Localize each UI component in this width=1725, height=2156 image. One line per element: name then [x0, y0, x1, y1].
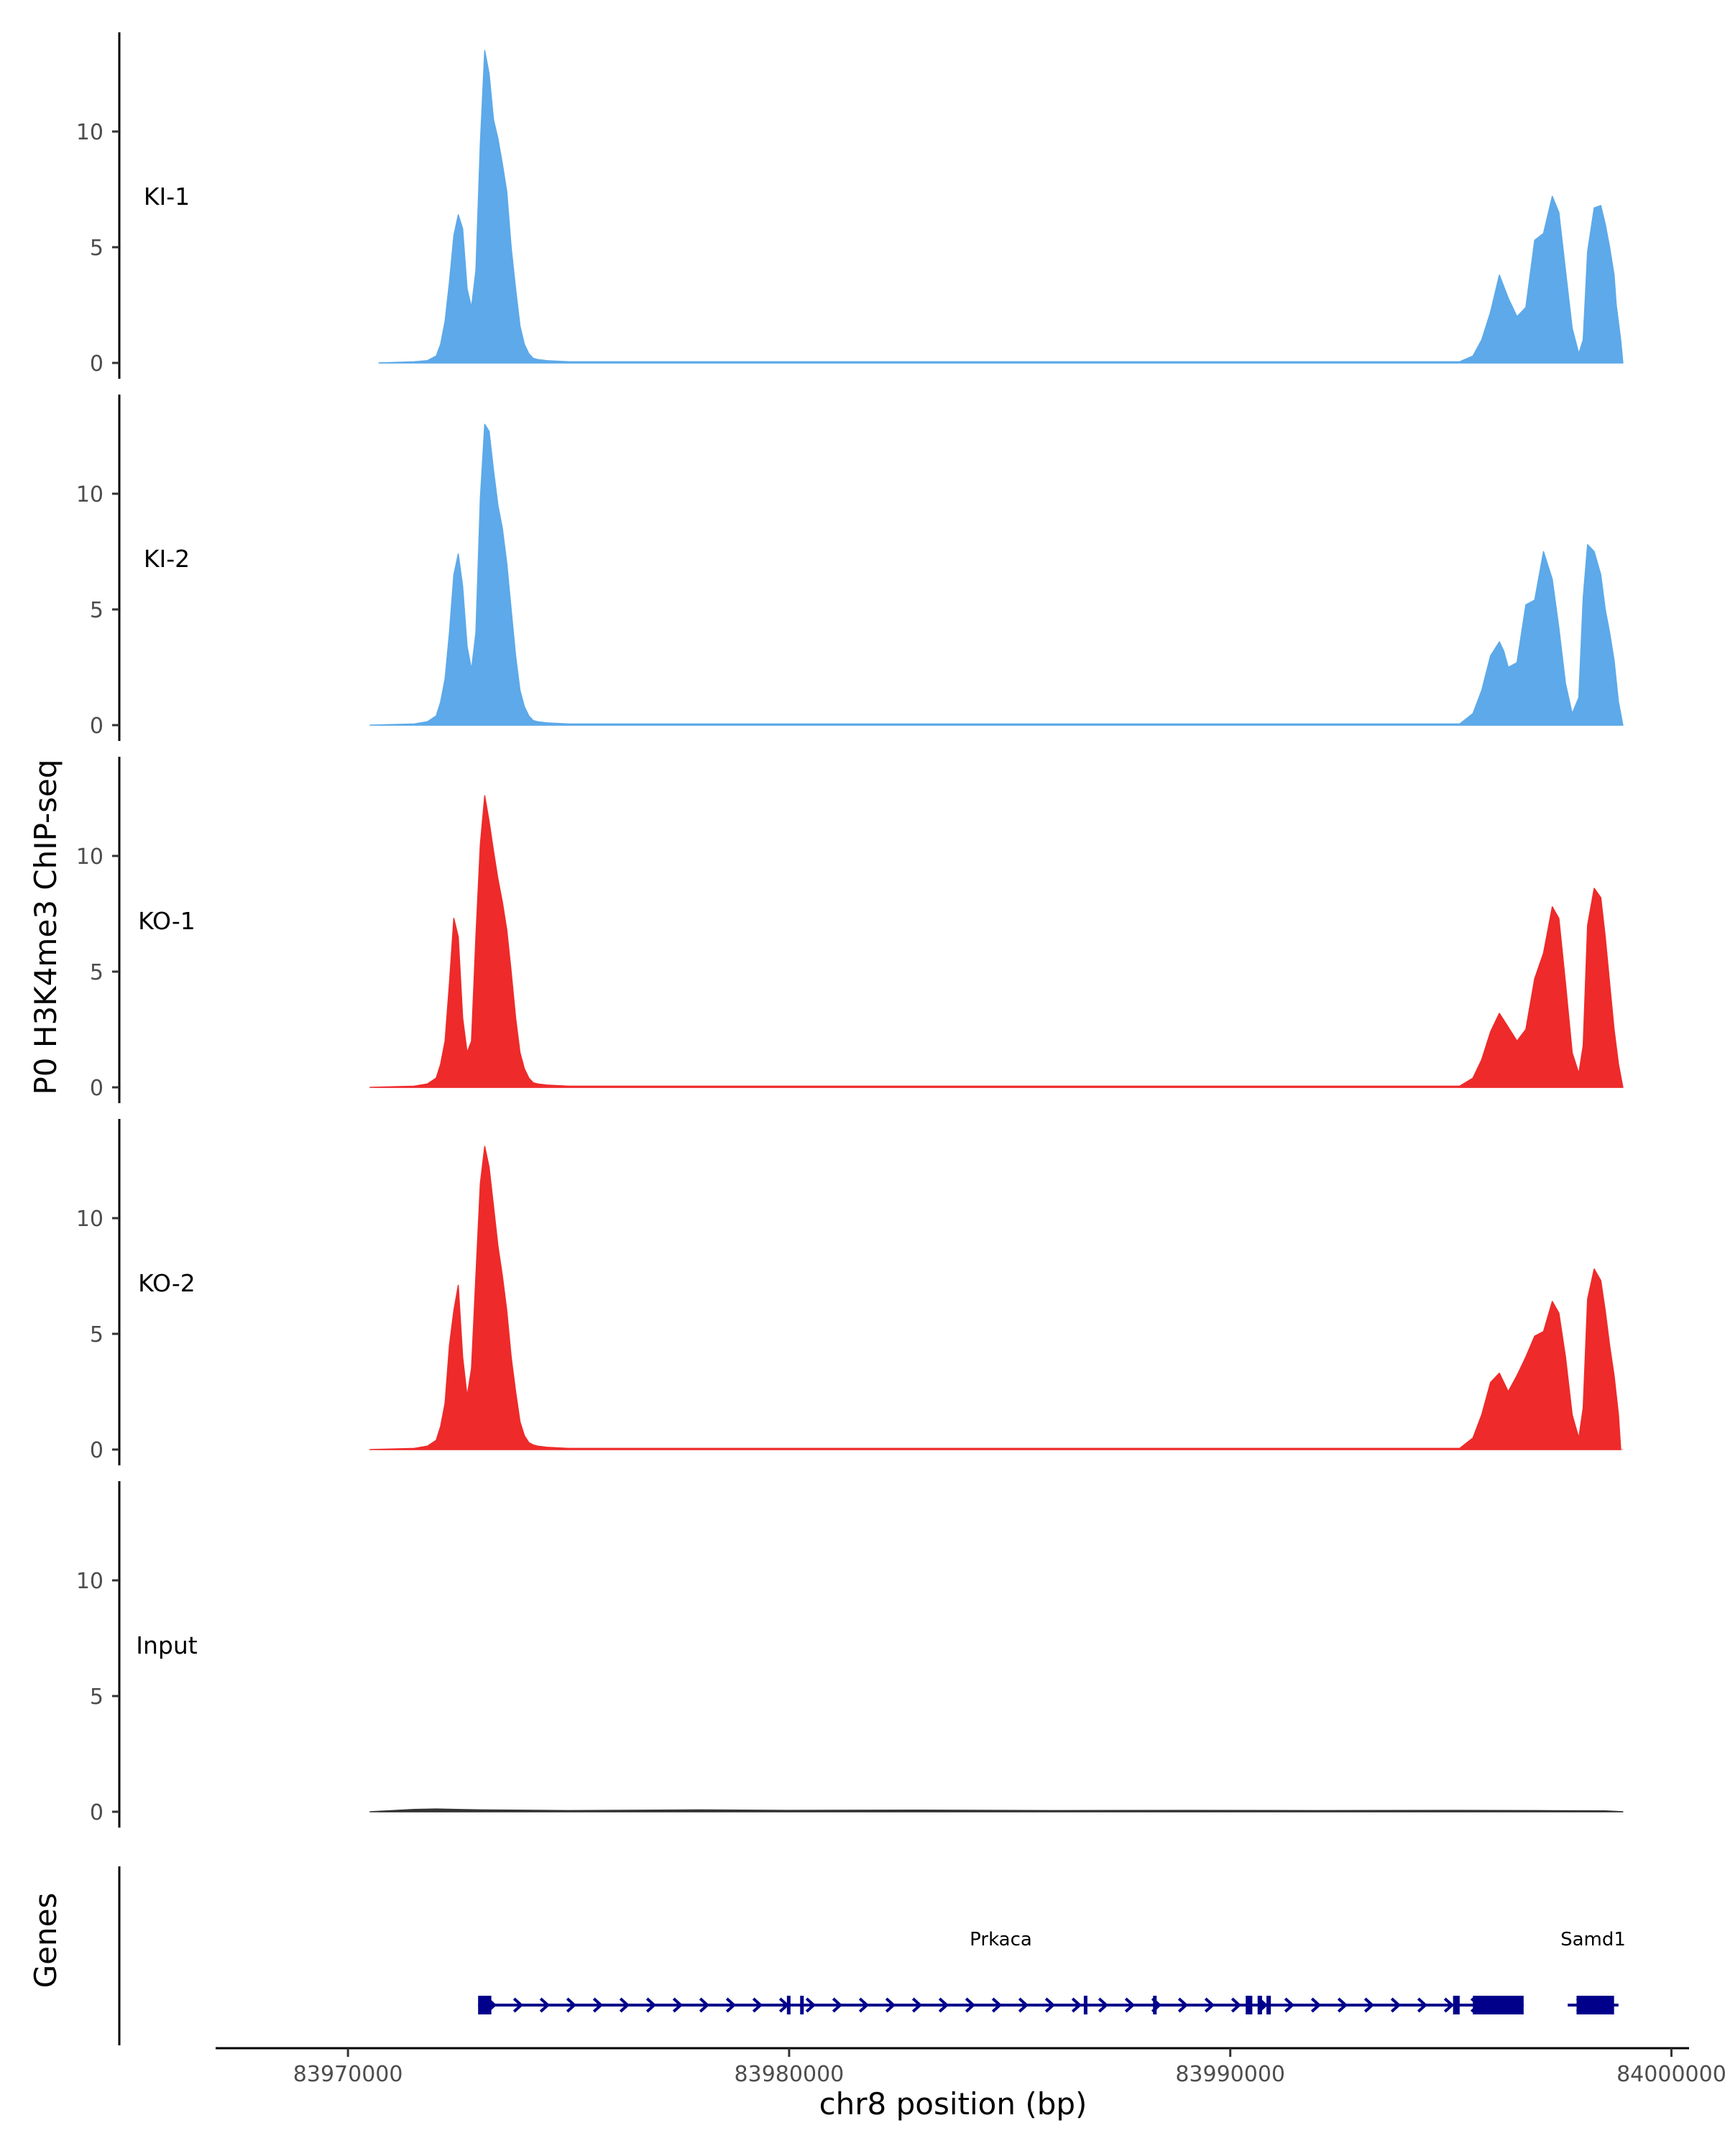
- gene-strand-chevron: [938, 1997, 949, 2013]
- gene-exon-samd1: [1576, 1996, 1614, 2014]
- track-label-ki-1: KI-1: [144, 183, 190, 211]
- gene-strand-chevron: [1390, 1997, 1402, 2013]
- gene-strand-chevron: [832, 1997, 843, 2013]
- gene-strand-chevron: [1177, 1997, 1189, 2013]
- y-tick-label: 5: [90, 598, 104, 623]
- gene-strand-chevron: [725, 1997, 737, 2013]
- y-tick-label: 0: [90, 1438, 104, 1463]
- track-area-ko-1: [369, 795, 1624, 1088]
- genes-panel: Prkaca Samd1: [118, 1866, 1626, 2045]
- gene-strand-chevron: [1363, 1997, 1375, 2013]
- track-ki-2: 0 5 10 KI-2: [76, 395, 1624, 741]
- track-area-ki-1: [378, 50, 1624, 364]
- gene-strand-chevron: [885, 1997, 896, 2013]
- gene-exon-prkaca: [1153, 1996, 1157, 2014]
- x-tick-label: 84000000: [1616, 2062, 1725, 2087]
- gene-prkaca: Prkaca: [478, 1929, 1524, 2014]
- gene-exon-prkaca: [1453, 1996, 1460, 2014]
- gene-exon-prkaca: [800, 1996, 804, 2014]
- gene-strand-chevron: [911, 1997, 923, 2013]
- gene-strand-chevron: [965, 1997, 976, 2013]
- x-tick-label: 83990000: [1175, 2062, 1285, 2087]
- gene-exon-prkaca: [1083, 1996, 1087, 2014]
- y-tick-label: 5: [90, 236, 104, 261]
- track-label-ko-1: KO-1: [138, 907, 196, 935]
- track-area-ko-2: [369, 1146, 1622, 1450]
- gene-strand-chevron: [1230, 1997, 1242, 2013]
- x-tick-label: 83980000: [735, 2062, 845, 2087]
- gene-strand-chevron: [1071, 1997, 1082, 2013]
- track-label-ko-2: KO-2: [138, 1269, 196, 1297]
- y-tick-label: 5: [90, 1322, 104, 1348]
- gene-exon-prkaca: [1473, 1996, 1524, 2014]
- track-label-ki-2: KI-2: [144, 545, 190, 573]
- gene-strand-chevron: [805, 1997, 816, 2013]
- y-tick-label: 0: [90, 714, 104, 739]
- y-tick-label: 10: [76, 1569, 104, 1594]
- y-tick-label: 10: [76, 844, 104, 870]
- y-tick-label: 0: [90, 1076, 104, 1101]
- gene-strand-chevron: [672, 1997, 684, 2013]
- gene-strand-chevron: [566, 1997, 577, 2013]
- y-tick-label: 5: [90, 960, 104, 985]
- track-input: 0 5 10 Input: [76, 1481, 1624, 1828]
- y-tick-label: 0: [90, 351, 104, 377]
- gene-strand-chevron: [991, 1997, 1003, 2013]
- track-label-input: Input: [136, 1631, 198, 1659]
- track-area-input: [369, 1808, 1624, 1812]
- gene-strand-chevron: [699, 1997, 710, 2013]
- gene-strand-chevron: [1098, 1997, 1109, 2013]
- gene-exon-prkaca: [1246, 1996, 1253, 2014]
- gene-strand-chevron: [1310, 1997, 1322, 2013]
- track-area-ki-2: [369, 423, 1624, 726]
- gene-strand-chevron: [1337, 1997, 1348, 2013]
- gene-samd1: Samd1: [1560, 1929, 1626, 2014]
- gene-strand-chevron: [1044, 1997, 1056, 2013]
- gene-strand-chevron: [539, 1997, 551, 2013]
- y-tick-label: 0: [90, 1800, 104, 1825]
- y-axis-title: P0 H3K4me3 ChIP-seq: [28, 759, 63, 1095]
- gene-strand-chevron: [858, 1997, 870, 2013]
- gene-strand-chevron: [1443, 1997, 1455, 2013]
- gene-strand-chevron: [752, 1997, 763, 2013]
- x-axis: 83970000 83980000 83990000 84000000: [216, 2047, 1725, 2087]
- gene-strand-chevron: [1417, 1997, 1428, 2013]
- x-tick-label: 83970000: [293, 2062, 403, 2087]
- gene-panel-title: Genes: [28, 1893, 63, 1989]
- y-tick-label: 10: [76, 482, 104, 507]
- gene-strand-chevron: [619, 1997, 630, 2013]
- track-ko-2: 0 5 10 KO-2: [76, 1119, 1623, 1465]
- track-ko-1: 0 5 10 KO-1: [76, 757, 1624, 1103]
- y-tick-label: 5: [90, 1685, 104, 1710]
- tracks-layer: 0 5 10 KI-1 0 5 10 KI-2 0 5 10 KO-1 0 5 10 KO-2 0 5 10 Inpu…: [76, 32, 1624, 1828]
- gene-strand-chevron: [592, 1997, 604, 2013]
- x-axis-title: chr8 position (bp): [819, 2086, 1087, 2122]
- gene-exon-prkaca: [1257, 1996, 1262, 2014]
- gene-strand-chevron: [1284, 1997, 1295, 2013]
- gene-label-samd1: Samd1: [1560, 1929, 1626, 1950]
- gene-strand-chevron: [1018, 1997, 1029, 2013]
- gene-strand-chevron: [645, 1997, 657, 2013]
- gene-strand-chevron: [1204, 1997, 1215, 2013]
- gene-strand-chevron: [512, 1997, 524, 2013]
- y-tick-label: 10: [76, 120, 104, 145]
- gene-exon-prkaca: [1266, 1996, 1271, 2014]
- gene-exon-prkaca: [786, 1996, 791, 2014]
- gene-label-prkaca: Prkaca: [970, 1929, 1032, 1950]
- y-tick-label: 10: [76, 1207, 104, 1232]
- track-ki-1: 0 5 10 KI-1: [76, 32, 1624, 379]
- gene-exon-prkaca: [478, 1996, 492, 2014]
- gene-strand-chevron: [1124, 1997, 1136, 2013]
